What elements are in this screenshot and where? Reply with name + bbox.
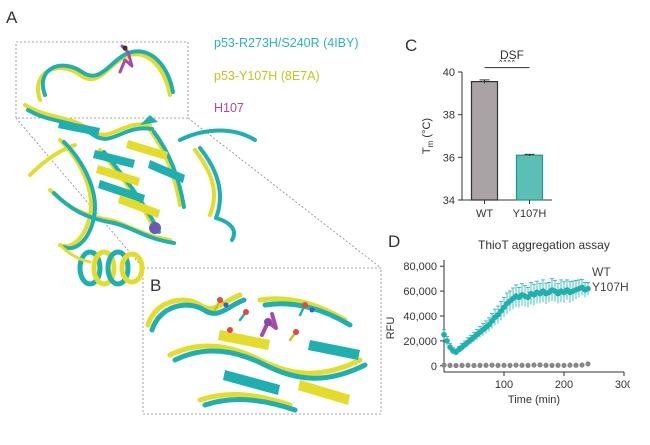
thiot-wt-point (489, 362, 495, 368)
thiot-wt-point (447, 362, 453, 369)
thiot-wt-point (501, 362, 507, 368)
thiot-x-tick-label: 100 (495, 379, 513, 391)
thiot-legend-wt: WT (592, 265, 611, 279)
legend-h107-label: H107 (214, 101, 244, 115)
thiot-wt-point (507, 362, 513, 369)
structure-b-overlay (145, 292, 368, 413)
panel-letter-b: B (150, 276, 162, 295)
connector-right (187, 117, 382, 269)
thiot-y107h-point (501, 304, 507, 311)
thiot-y-tick-label: 0 (431, 361, 437, 373)
h107-residue-a (118, 44, 134, 74)
thiot-wt-point (555, 362, 561, 368)
thiot-wt-point (513, 362, 519, 368)
thiot-wt-point (519, 362, 525, 368)
thiot-chart-title: ThioT aggregation assay (478, 238, 610, 252)
dsf-y-tick-label: 40 (443, 67, 455, 79)
thiot-wt-point (567, 362, 573, 368)
thiot-wt-point (573, 362, 579, 368)
dsf-y-axis-label: Tm (°C) (421, 118, 435, 154)
dsf-x-tick-label: WT (476, 208, 493, 220)
thiot-y107h-point (486, 321, 492, 328)
panel-letter-d: D (388, 232, 401, 251)
dsf-x-tick-label: Y107H (513, 208, 547, 220)
thiot-x-tick-label: 300 (615, 379, 630, 391)
thiot-x-axis-label: Time (min) (508, 394, 560, 406)
panel-letter-c: C (405, 36, 418, 55)
thiot-y107h-point (444, 338, 450, 344)
thiot-wt-point (459, 362, 465, 369)
thiot-y-tick-label: 40,000 (403, 311, 437, 323)
zinc-ion (149, 222, 161, 234)
thiot-y-tick-label: 60,000 (403, 286, 437, 298)
thiot-wt-point (537, 362, 543, 368)
thiot-legend-y107h: Y107H (592, 280, 629, 294)
dsf-bar-chart: 34 36 38 40 WT Y107H **** Tm (°C) (421, 60, 552, 220)
dsf-significance-label: **** (498, 60, 516, 69)
thiot-wt-point (543, 362, 549, 368)
thiot-scatter-chart: 0 20,000 40,000 60,000 80,000 100 200 300 Time (… (385, 260, 630, 406)
thiot-wt-point (495, 362, 501, 369)
thiot-wt-point (585, 361, 591, 367)
thiot-y107h-point (441, 331, 447, 338)
protein-structure-figure (15, 41, 382, 415)
connector-left (15, 117, 144, 269)
dsf-y-tick-label: 36 (443, 152, 455, 164)
thiot-y107h-point (447, 344, 453, 350)
thiot-wt-point (525, 362, 531, 369)
legend-h107: H107 (214, 101, 244, 115)
structure-a-overlay (23, 44, 257, 287)
thiot-y-axis-label: RFU (385, 317, 397, 340)
thiot-wt-point (483, 362, 489, 368)
panel-letter-a: A (6, 8, 18, 27)
thiot-y107h-point (495, 311, 501, 318)
thiot-wt-point (441, 362, 447, 368)
dsf-y-tick-label: 34 (443, 195, 455, 207)
dsf-bar (470, 81, 499, 201)
legend-4iby-label: p53-R273H/S240R (4IBY) (214, 36, 359, 50)
thiot-wt-point (561, 362, 567, 369)
thiot-wt-point (471, 362, 477, 369)
thiot-y107h-point (525, 294, 531, 301)
h107-residue-b (260, 312, 278, 337)
thiot-wt-point (549, 362, 555, 369)
thiot-wt-point (453, 362, 459, 369)
thiot-wt-point (531, 362, 537, 368)
dsf-bar (515, 154, 544, 201)
dsf-chart-title: DSF (500, 48, 524, 62)
thiot-wt-point (579, 362, 585, 368)
thiot-x-tick-label: 200 (555, 379, 573, 391)
dsf-y-tick-label: 38 (443, 110, 455, 122)
thiot-wt-point (477, 362, 483, 369)
legend-8e7a: p53-Y107H (8E7A) (214, 69, 320, 83)
thiot-y-tick-label: 20,000 (403, 336, 437, 348)
thiot-y-tick-label: 80,000 (403, 261, 437, 273)
thiot-y107h-point (489, 318, 495, 324)
zoom-region-box (15, 41, 189, 119)
legend-8e7a-label: p53-Y107H (8E7A) (214, 69, 320, 83)
thiot-wt-point (465, 362, 471, 368)
thiot-y107h-point (585, 285, 591, 292)
legend-4iby: p53-R273H/S240R (4IBY) (214, 36, 359, 50)
thiot-y107h-point (498, 308, 504, 314)
